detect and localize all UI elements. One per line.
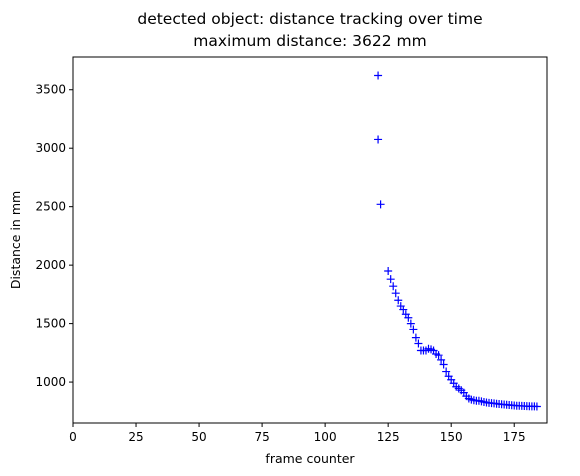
x-axis: 0 25 50 75 100 125 150 175 xyxy=(69,423,526,444)
y-axis: 1000 1500 2000 2500 3000 3500 xyxy=(35,83,73,389)
data-point xyxy=(411,333,420,342)
data-point xyxy=(374,71,383,80)
x-tick-label: 150 xyxy=(440,430,463,444)
data-point xyxy=(532,402,541,411)
data-point xyxy=(391,289,400,298)
y-tick-label: 3500 xyxy=(35,83,66,97)
data-point xyxy=(384,266,393,275)
data-point xyxy=(442,367,451,376)
x-axis-label: frame counter xyxy=(265,451,355,466)
data-point xyxy=(437,355,446,364)
y-tick-label: 2000 xyxy=(35,258,66,272)
y-tick-label: 3000 xyxy=(35,141,66,155)
y-tick-label: 1500 xyxy=(35,317,66,331)
x-tick-label: 75 xyxy=(254,430,269,444)
data-point xyxy=(386,275,395,284)
chart-title: detected object: distance tracking over … xyxy=(137,10,482,28)
data-point xyxy=(406,319,415,328)
x-tick-label: 100 xyxy=(314,430,337,444)
data-series xyxy=(374,71,541,411)
data-point xyxy=(389,282,398,291)
x-tick-label: 125 xyxy=(377,430,400,444)
y-tick-label: 1000 xyxy=(35,375,66,389)
data-point xyxy=(394,296,403,305)
data-point xyxy=(439,360,448,369)
data-point xyxy=(409,325,418,334)
data-point xyxy=(434,351,443,360)
chart-subtitle: maximum distance: 3622 mm xyxy=(193,32,426,50)
x-tick-label: 50 xyxy=(191,430,206,444)
y-tick-label: 2500 xyxy=(35,200,66,214)
x-tick-label: 0 xyxy=(69,430,77,444)
y-axis-label: Distance in mm xyxy=(8,191,23,289)
data-point xyxy=(414,339,423,348)
data-point xyxy=(376,200,385,209)
data-point xyxy=(404,313,413,322)
x-tick-label: 175 xyxy=(503,430,526,444)
plot-area xyxy=(72,56,548,424)
x-tick-label: 25 xyxy=(128,430,143,444)
data-point xyxy=(399,305,408,314)
data-point xyxy=(374,135,383,144)
